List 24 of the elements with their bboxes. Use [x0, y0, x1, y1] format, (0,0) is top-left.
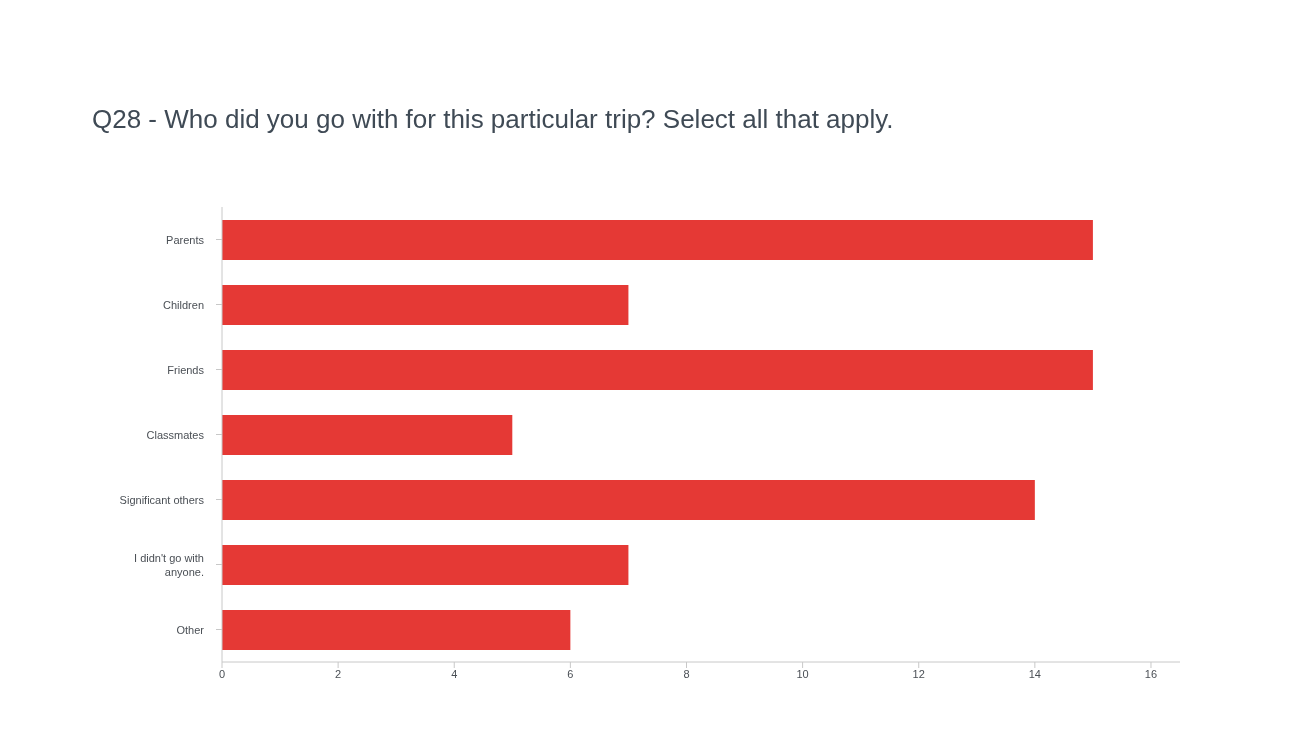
chart-title: Q28 - Who did you go with for this particular trip? Select all that apply.	[92, 104, 894, 134]
bar	[222, 480, 1035, 520]
bar	[222, 350, 1093, 390]
bar	[222, 610, 571, 650]
y-tick-label: Classmates	[146, 428, 205, 441]
x-tick-label: 4	[451, 667, 458, 680]
bar	[222, 285, 629, 325]
y-tick-label: I didn't go with anyone.	[134, 551, 204, 578]
bar	[222, 545, 629, 585]
bar	[222, 220, 1093, 260]
x-tick-label: 12	[912, 667, 925, 680]
y-tick-label: Parents	[166, 233, 205, 246]
y-tick-label: Friends	[167, 363, 205, 376]
y-tick-label: Other	[176, 623, 205, 636]
x-tick-label: 0	[218, 667, 226, 680]
y-tick-label: Significant others	[119, 493, 205, 506]
x-tick-label: 10	[796, 667, 809, 680]
x-tick-label: 2	[335, 667, 342, 680]
bar	[222, 415, 513, 455]
x-tick-label: 8	[683, 667, 690, 680]
y-tick-label: Children	[163, 298, 204, 311]
x-tick-label: 16	[1144, 667, 1158, 680]
x-tick-label: 6	[567, 667, 574, 680]
x-tick-label: 14	[1028, 667, 1041, 680]
